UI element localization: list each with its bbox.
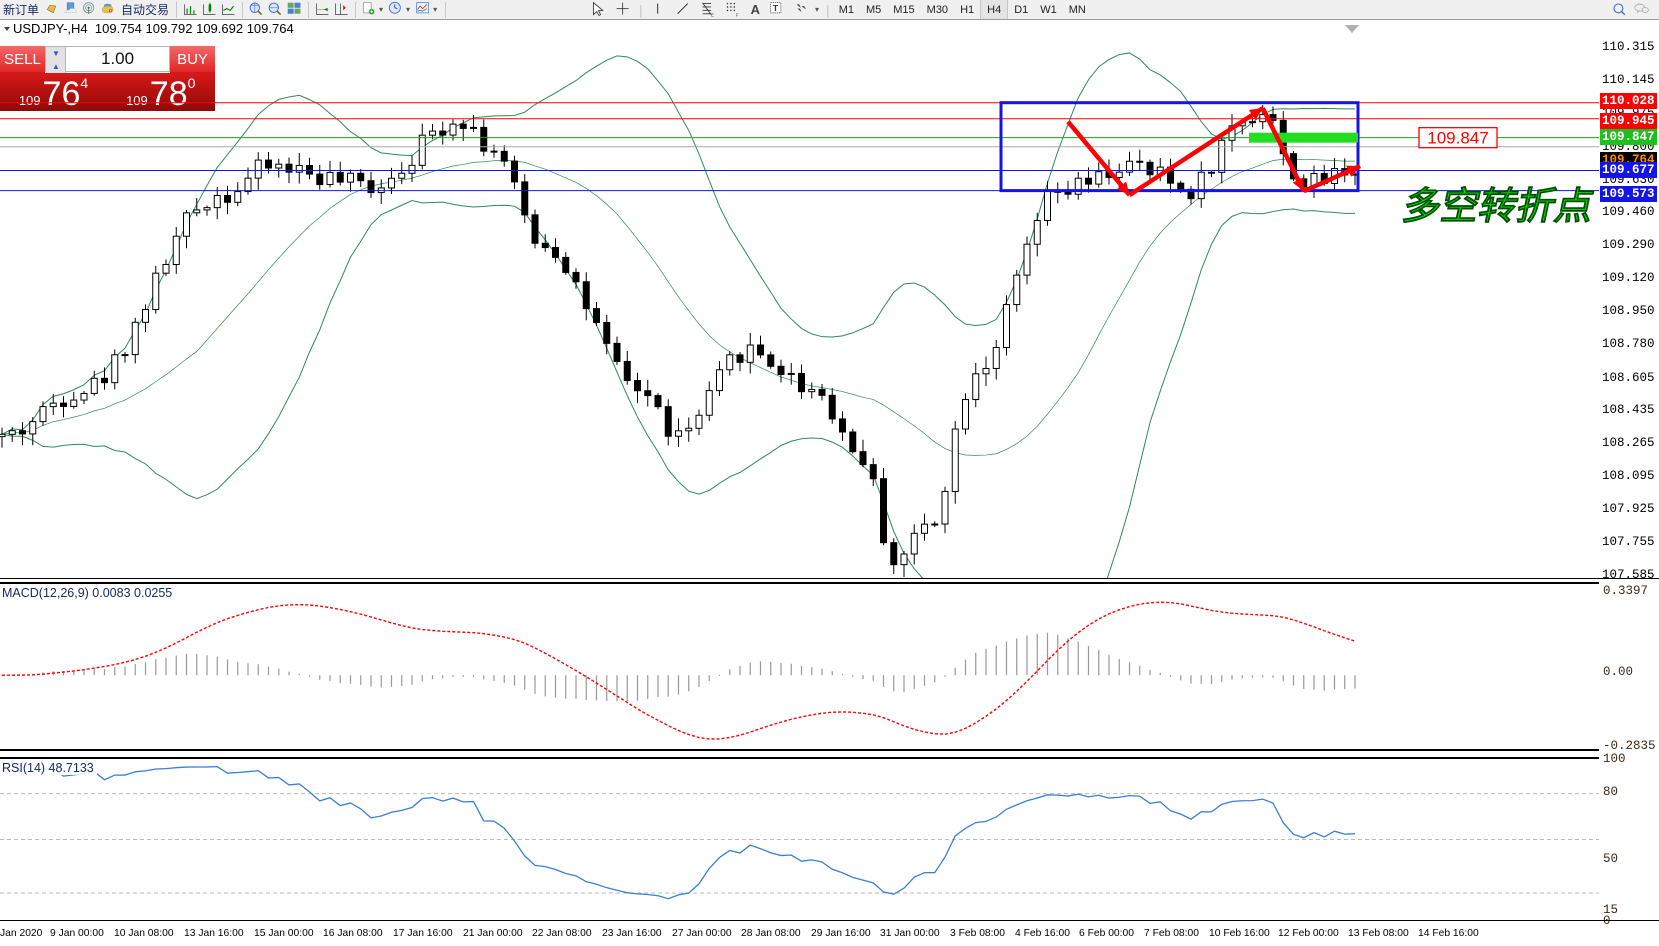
svg-text:E: E: [711, 12, 714, 17]
svg-text:F: F: [736, 12, 739, 17]
svg-text:多空转折点: 多空转折点: [1399, 185, 1598, 228]
svg-text:T: T: [773, 3, 779, 13]
svg-text:109.847: 109.847: [1427, 129, 1488, 148]
